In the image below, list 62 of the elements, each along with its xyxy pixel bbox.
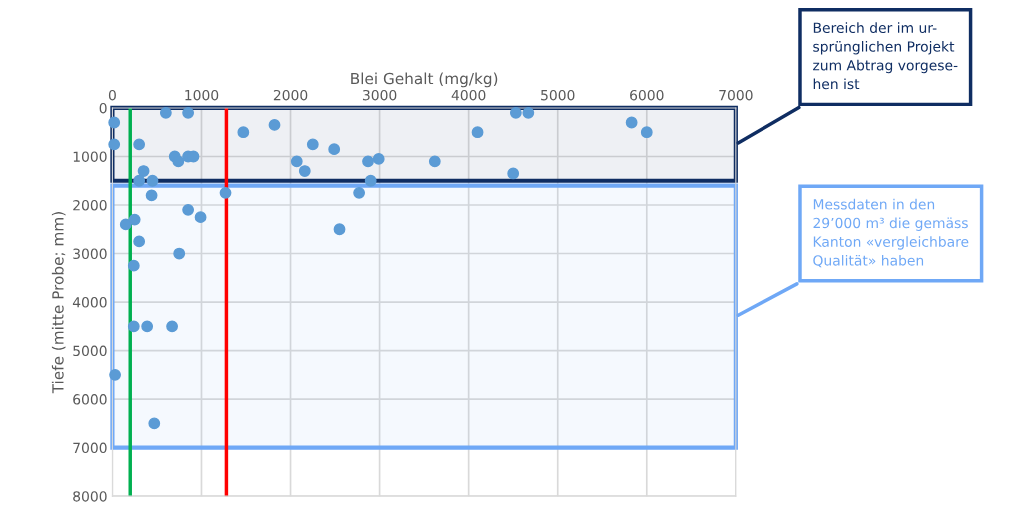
y-tick-label: 6000: [73, 394, 107, 405]
point: [127, 320, 140, 333]
point: [640, 126, 653, 139]
point: [137, 165, 150, 177]
point: [141, 320, 154, 333]
point: [219, 186, 232, 199]
y-tick-label: 2000: [73, 199, 107, 211]
x-tick-label: 7000: [719, 89, 753, 101]
point: [127, 259, 140, 272]
x-axis-title: Blei Gehalt (mg/kg): [351, 72, 498, 88]
x-tick-label: 1000: [185, 89, 219, 101]
x-tick-label: 3000: [362, 89, 397, 101]
point: [108, 116, 121, 129]
point: [290, 155, 303, 168]
y-tick-label: 7000: [73, 442, 107, 454]
point: [128, 213, 141, 226]
point: [522, 106, 535, 119]
band-label: Bereich der im ur- sprünglichen Projekt zum Abtrag vorgese- hen ist: [813, 22, 958, 90]
y-tick-label: 0: [99, 102, 107, 114]
point: [353, 186, 366, 199]
point: [194, 211, 207, 224]
point: [182, 203, 195, 216]
point: [268, 119, 281, 131]
point: [173, 247, 186, 260]
point: [362, 155, 374, 168]
x-tick-label: 4000: [451, 89, 486, 101]
point: [108, 138, 121, 151]
point: [159, 106, 172, 119]
point: [182, 106, 195, 119]
point: [306, 138, 319, 151]
point: [372, 153, 385, 165]
point: [172, 155, 185, 168]
point: [145, 189, 158, 202]
x-tick-label: 6000: [630, 89, 664, 101]
point: [298, 165, 311, 177]
point: [148, 417, 161, 430]
x-tick-label: 5000: [541, 89, 575, 101]
point: [471, 126, 484, 139]
point: [328, 143, 341, 156]
point: [119, 218, 132, 231]
x-tick-label: 2000: [273, 89, 308, 101]
point: [625, 116, 638, 129]
point: [507, 167, 520, 180]
point: [133, 174, 146, 187]
x-tick-label: 0: [108, 89, 116, 101]
point: [333, 223, 346, 236]
point: [364, 174, 377, 187]
y-tick-label: 8000: [73, 491, 107, 502]
y-axis-title: Tiefe (mitte Probe; mm): [51, 212, 66, 394]
point: [133, 235, 146, 248]
y-tick-label: 3000: [73, 248, 107, 260]
y-tick-label: 4000: [72, 297, 107, 308]
point: [509, 106, 522, 119]
point: [428, 155, 441, 168]
point: [146, 174, 159, 187]
point: [166, 320, 178, 333]
y-tick-label: 1000: [73, 151, 107, 162]
band-label: Messdaten in den 29’000 m³ die gemäss Kanton «vergleichbare Qualität» haben: [813, 198, 969, 268]
point: [109, 368, 121, 381]
y-tick-label: 5000: [73, 345, 107, 357]
point: [133, 138, 146, 151]
point: [237, 126, 250, 139]
